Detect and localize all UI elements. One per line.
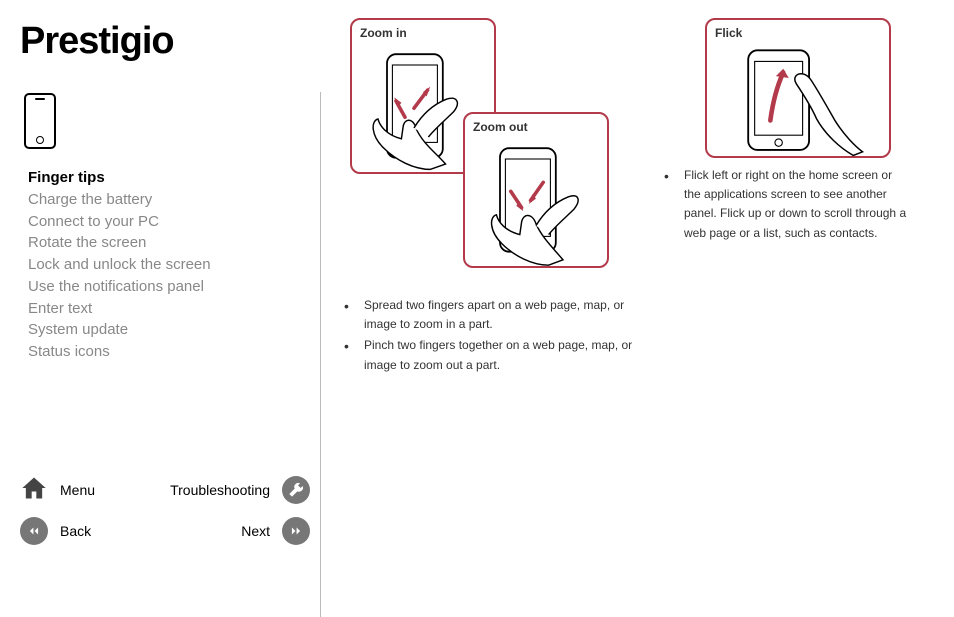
next-icon (282, 517, 310, 545)
nav-back-label: Back (60, 523, 91, 539)
flick-description: Flick left or right on the home screen o… (660, 166, 910, 245)
phone-outline-icon (24, 93, 56, 149)
brand-logo: Prestigio (20, 20, 300, 63)
nav-menu-label: Menu (60, 482, 95, 498)
nav-row-bottom: Back Next (20, 517, 310, 545)
nav-next[interactable]: Next (241, 517, 310, 545)
menu-item-finger-tips[interactable]: Finger tips (28, 167, 300, 189)
figure-label-zoom-in: Zoom in (360, 26, 486, 40)
wrench-icon (282, 476, 310, 504)
nav-row-top: Menu Troubleshooting (20, 474, 310, 505)
home-icon (20, 474, 48, 505)
figure-flick: Flick (705, 18, 891, 158)
nav-menu[interactable]: Menu (20, 474, 95, 505)
section-menu: Finger tips Charge the battery Connect t… (28, 167, 300, 363)
menu-item-enter-text[interactable]: Enter text (28, 298, 300, 320)
nav-troubleshooting[interactable]: Troubleshooting (170, 476, 310, 504)
zoom-bullet-1: Spread two fingers apart on a web page, … (358, 296, 640, 334)
figure-label-zoom-out: Zoom out (473, 120, 599, 134)
zoom-bullet-2: Pinch two fingers together on a web page… (358, 336, 640, 374)
figure-label-flick: Flick (715, 26, 881, 40)
zoom-description: Spread two fingers apart on a web page, … (340, 296, 640, 377)
manual-page: Prestigio Finger tips Charge the battery… (0, 0, 954, 617)
bottom-nav: Menu Troubleshooting Back (20, 474, 310, 557)
back-icon (20, 517, 48, 545)
menu-item-notifications-panel[interactable]: Use the notifications panel (28, 276, 300, 298)
nav-next-label: Next (241, 523, 270, 539)
menu-item-charge-battery[interactable]: Charge the battery (28, 189, 300, 211)
flick-illustration (715, 40, 881, 164)
zoom-out-illustration (473, 134, 599, 274)
content-area: Zoom in Zoom out (320, 0, 954, 617)
flick-bullet-1: Flick left or right on the home screen o… (678, 166, 910, 243)
nav-back[interactable]: Back (20, 517, 91, 545)
menu-item-system-update[interactable]: System update (28, 319, 300, 341)
figure-zoom-out: Zoom out (463, 112, 609, 268)
menu-item-rotate-screen[interactable]: Rotate the screen (28, 232, 300, 254)
nav-troubleshooting-label: Troubleshooting (170, 482, 270, 498)
sidebar: Prestigio Finger tips Charge the battery… (0, 0, 320, 617)
menu-item-status-icons[interactable]: Status icons (28, 341, 300, 363)
menu-item-connect-pc[interactable]: Connect to your PC (28, 211, 300, 233)
menu-item-lock-unlock[interactable]: Lock and unlock the screen (28, 254, 300, 276)
